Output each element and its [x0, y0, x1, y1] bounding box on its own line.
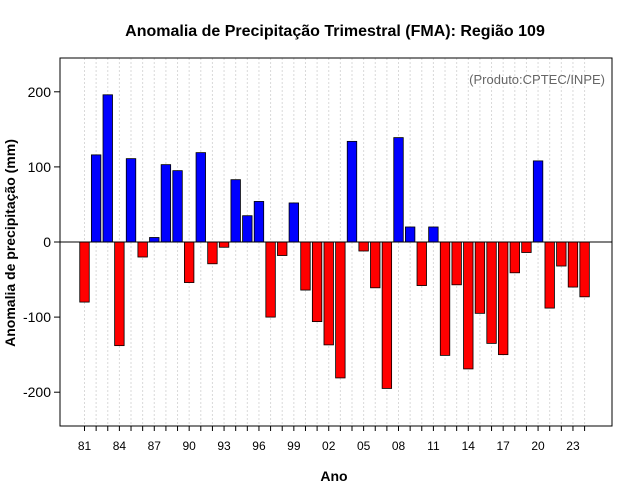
bars: [79, 94, 590, 389]
bar-2021: [544, 241, 555, 309]
credit-label: (Produto:CPTEC/INPE): [469, 72, 605, 87]
bar-2020: [532, 160, 544, 243]
bar-2022: [556, 241, 567, 267]
bar-1994: [230, 179, 241, 243]
y-tick-label: 100: [28, 159, 52, 175]
bar-2017: [498, 241, 509, 356]
bar-2009: [404, 226, 416, 243]
x-tick-label: 20: [531, 439, 545, 453]
bar-2014: [463, 241, 474, 370]
bar-2005: [358, 241, 369, 252]
bar-2001: [311, 241, 323, 323]
x-tick-label: 87: [148, 439, 162, 453]
bar-2008: [393, 137, 404, 243]
bar-1989: [172, 170, 183, 243]
bar-1995: [242, 215, 253, 243]
bar-2003: [335, 241, 346, 379]
bar-1988: [160, 164, 172, 243]
bar-1981: [79, 241, 90, 303]
bar-1983: [102, 94, 113, 243]
x-tick-label: 90: [182, 439, 196, 453]
bar-2002: [323, 241, 334, 346]
bar-1985: [125, 158, 137, 243]
bar-2010: [416, 241, 427, 286]
bar-1984: [114, 241, 125, 347]
bar-1992: [207, 241, 218, 265]
bar-2019: [521, 241, 532, 253]
x-tick-label: 17: [497, 439, 511, 453]
bar-2004: [346, 140, 358, 243]
bar-1990: [184, 241, 195, 283]
chart-title: Anomalia de Precipitação Trimestral (FMA…: [125, 23, 545, 40]
x-tick-label: 23: [566, 439, 580, 453]
bar-2016: [486, 241, 497, 344]
bar-2007: [381, 241, 393, 389]
x-tick-label: 99: [287, 439, 301, 453]
x-tick-label: 14: [462, 439, 476, 453]
bar-2013: [451, 241, 462, 286]
x-tick-label: 81: [78, 439, 92, 453]
x-tick-label: 08: [392, 439, 406, 453]
bar-2006: [370, 241, 381, 289]
x-axis: 81 84 87 90 93 96 99 02 05 08 11 14 17 20 23: [78, 426, 586, 453]
y-tick-label: -100: [23, 309, 51, 325]
bar-2018: [509, 241, 520, 274]
x-tick-label: 84: [113, 439, 127, 453]
x-axis-label: Ano: [320, 468, 347, 484]
bar-2023: [567, 241, 579, 288]
bar-2000: [300, 241, 311, 291]
y-tick-label: 0: [43, 234, 51, 250]
x-tick-label: 11: [427, 439, 440, 453]
y-axis-label: Anomalia de precipitação (mm): [2, 139, 18, 347]
bar-1982: [90, 154, 102, 243]
bar-2015: [474, 241, 486, 314]
bar-2024: [579, 241, 590, 298]
bar-1998: [277, 241, 288, 256]
bar-1987: [149, 237, 160, 243]
x-tick-label: 02: [322, 439, 336, 453]
bar-1999: [288, 202, 299, 243]
x-tick-label: 93: [217, 439, 231, 453]
bar-1997: [265, 241, 276, 318]
x-tick-label: 96: [252, 439, 266, 453]
bar-1993: [218, 241, 230, 248]
y-tick-label: -200: [23, 384, 51, 400]
bar-1996: [253, 201, 265, 243]
x-tick-label: 05: [357, 439, 371, 453]
bar-2012: [439, 241, 451, 356]
bar-2011: [428, 226, 439, 243]
bar-1991: [195, 152, 206, 243]
y-axis: -200 -100 0 100 200: [23, 84, 60, 400]
y-tick-label: 200: [28, 84, 52, 100]
bar-1986: [137, 241, 148, 258]
